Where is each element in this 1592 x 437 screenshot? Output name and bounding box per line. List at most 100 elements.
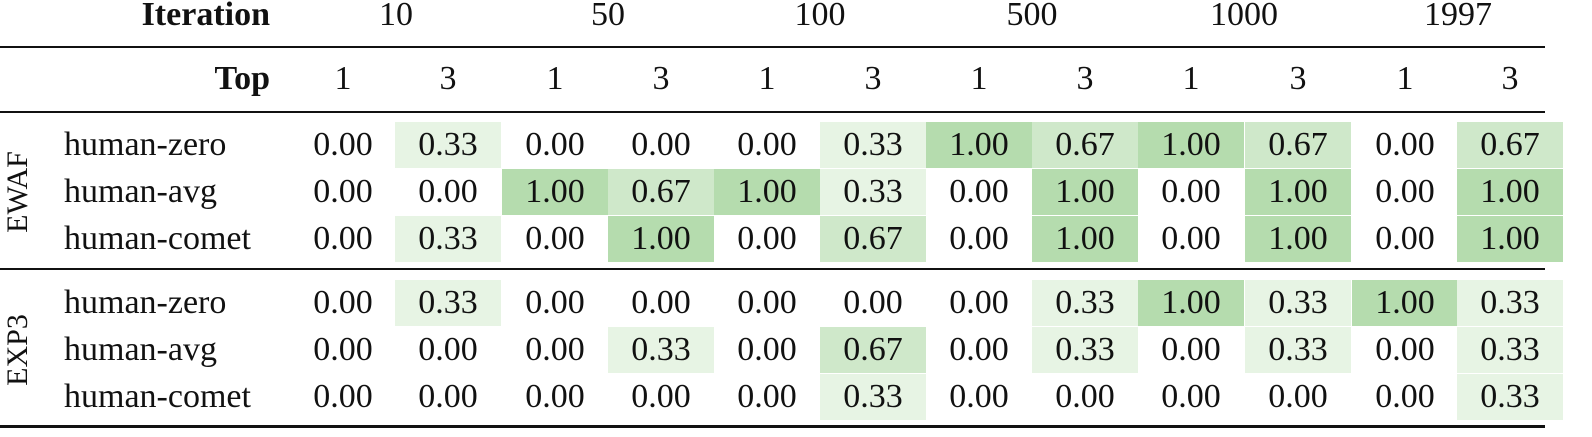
value-cell: 0.00 [313, 378, 373, 415]
value-cell: 1.00 [1245, 169, 1351, 215]
value-cell: 0.00 [737, 284, 797, 321]
value-cell: 0.33 [1457, 280, 1563, 326]
table-row: human-comet 0.00 0.00 0.00 0.00 0.00 0.33 0.00 0… [0, 374, 1592, 420]
top-header: 3 [864, 60, 882, 97]
value-cell: 0.00 [949, 284, 1009, 321]
value-cell: 1.00 [502, 169, 608, 215]
value-cell: 1.00 [1245, 216, 1351, 262]
value-cell: 0.00 [1161, 378, 1221, 415]
value-cell: 0.00 [949, 331, 1009, 368]
bottom-rule [0, 425, 1545, 428]
value-cell: 0.33 [820, 374, 926, 420]
value-cell: 0.00 [1161, 220, 1221, 257]
top-header: 3 [1289, 60, 1307, 97]
value-cell: 0.00 [313, 173, 373, 210]
value-cell: 0.00 [737, 126, 797, 163]
value-cell: 0.33 [395, 280, 501, 326]
value-cell: 0.00 [1055, 378, 1115, 415]
value-cell: 0.33 [1032, 327, 1138, 373]
row-label: human-zero [64, 284, 227, 321]
value-cell: 0.00 [1375, 331, 1435, 368]
value-cell: 0.67 [820, 216, 926, 262]
value-cell: 0.33 [1457, 327, 1563, 373]
value-cell: 0.00 [1375, 173, 1435, 210]
value-cell: 1.00 [1032, 169, 1138, 215]
value-cell: 0.33 [820, 169, 926, 215]
value-cell: 0.33 [1245, 327, 1351, 373]
value-cell: 0.00 [418, 378, 478, 415]
value-cell: 0.00 [313, 284, 373, 321]
header-rule [0, 46, 1545, 48]
value-cell: 1.00 [926, 122, 1032, 168]
table-row: human-zero 0.00 0.33 0.00 0.00 0.00 0.00 0.00 0.… [0, 280, 1592, 326]
header-iteration-row: Iteration 10 50 100 500 1000 1997 [0, 0, 1592, 38]
iteration-header: 50 [591, 0, 625, 33]
top-header: 3 [439, 60, 457, 97]
value-cell: 0.00 [1268, 378, 1328, 415]
value-cell: 0.00 [843, 284, 903, 321]
value-cell: 0.00 [313, 220, 373, 257]
value-cell: 0.33 [1457, 374, 1563, 420]
value-cell: 0.00 [525, 331, 585, 368]
value-cell: 1.00 [1032, 216, 1138, 262]
top-header: 1 [334, 60, 352, 97]
row-label: human-avg [64, 173, 217, 210]
top-header: 1 [758, 60, 776, 97]
row-label: human-avg [64, 331, 217, 368]
value-cell: 0.00 [525, 126, 585, 163]
value-cell: 0.67 [820, 327, 926, 373]
row-label: human-comet [64, 378, 251, 415]
value-cell: 0.33 [1032, 280, 1138, 326]
top-header: 1 [546, 60, 564, 97]
value-cell: 1.00 [714, 169, 820, 215]
value-cell: 0.67 [1457, 122, 1563, 168]
value-cell: 0.33 [1245, 280, 1351, 326]
iteration-header: 10 [379, 0, 413, 33]
top-header: 3 [652, 60, 670, 97]
top-header: 1 [1396, 60, 1414, 97]
top-header: 1 [970, 60, 988, 97]
value-cell: 0.00 [737, 331, 797, 368]
row-label: human-zero [64, 126, 227, 163]
table-row: human-zero 0.00 0.33 0.00 0.00 0.00 0.33 1.00 0.… [0, 122, 1592, 168]
top-header: 3 [1501, 60, 1519, 97]
value-cell: 1.00 [1457, 216, 1563, 262]
table-row: human-comet 0.00 0.33 0.00 1.00 0.00 0.67 0.00 1… [0, 216, 1592, 262]
value-cell: 0.00 [313, 331, 373, 368]
group-separator-rule [0, 268, 1545, 270]
row-label: human-comet [64, 220, 251, 257]
value-cell: 0.00 [631, 378, 691, 415]
value-cell: 0.00 [1375, 220, 1435, 257]
value-cell: 0.00 [737, 378, 797, 415]
top-header: 3 [1076, 60, 1094, 97]
value-cell: 0.33 [395, 216, 501, 262]
table-row: human-avg 0.00 0.00 1.00 0.67 1.00 0.33 0.00 1.0… [0, 169, 1592, 215]
value-cell: 0.00 [418, 331, 478, 368]
iteration-header: 100 [794, 0, 846, 33]
value-cell: 1.00 [1138, 280, 1244, 326]
value-cell: 0.00 [1375, 378, 1435, 415]
header-top-row: Top 1 3 1 3 1 3 1 3 1 3 1 3 [0, 56, 1592, 102]
value-cell: 0.00 [949, 220, 1009, 257]
value-cell: 1.00 [608, 216, 714, 262]
value-cell: 0.00 [949, 173, 1009, 210]
value-cell: 0.67 [1032, 122, 1138, 168]
value-cell: 0.00 [525, 284, 585, 321]
value-cell: 1.00 [1352, 280, 1458, 326]
value-cell: 0.00 [631, 284, 691, 321]
value-cell: 0.00 [1161, 331, 1221, 368]
value-cell: 0.00 [737, 220, 797, 257]
value-cell: 0.67 [608, 169, 714, 215]
group-label-text: EWAF [1, 151, 34, 233]
top-label: Top [214, 60, 270, 97]
iteration-header: 1000 [1210, 0, 1278, 33]
value-cell: 0.00 [418, 173, 478, 210]
top-header: 1 [1182, 60, 1200, 97]
value-cell: 1.00 [1457, 169, 1563, 215]
value-cell: 0.33 [820, 122, 926, 168]
iteration-label: Iteration [141, 0, 270, 33]
value-cell: 0.33 [395, 122, 501, 168]
value-cell: 0.33 [608, 327, 714, 373]
value-cell: 0.00 [525, 220, 585, 257]
value-cell: 0.67 [1245, 122, 1351, 168]
